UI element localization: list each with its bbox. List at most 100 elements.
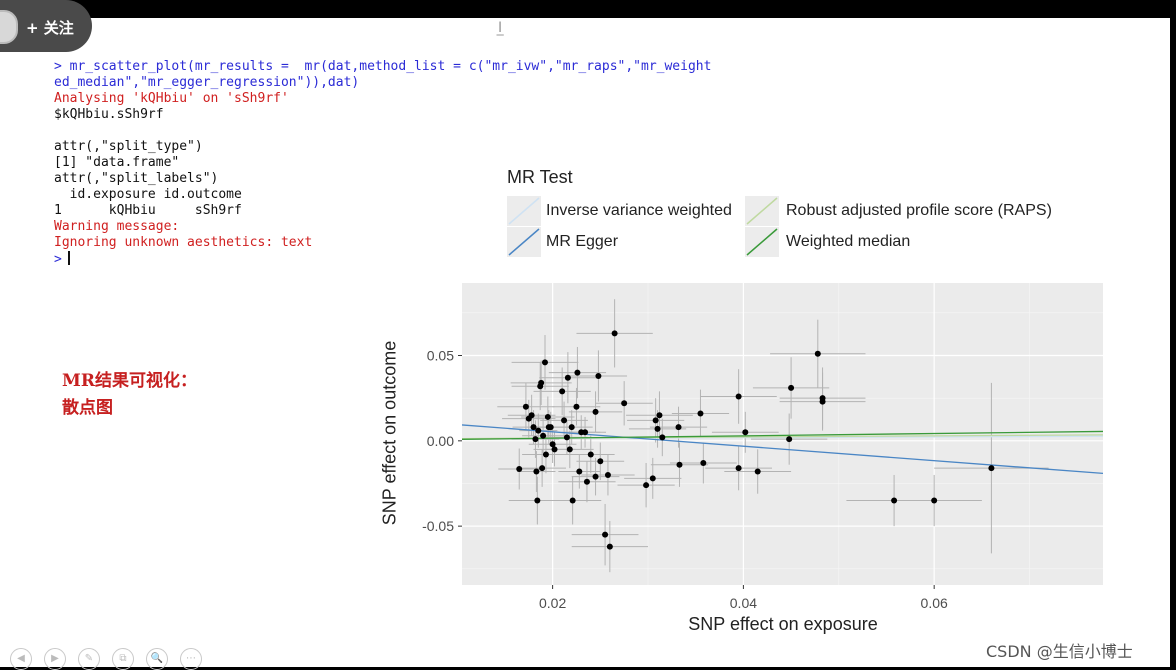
data-point bbox=[542, 451, 549, 458]
x-tick-label: 0.06 bbox=[921, 595, 948, 611]
console-line: attr(,"split_labels") bbox=[54, 171, 219, 186]
data-point bbox=[814, 350, 821, 357]
data-point bbox=[534, 497, 541, 504]
console-line: > bbox=[54, 251, 711, 267]
data-point bbox=[604, 471, 611, 478]
egger-line bbox=[462, 424, 1103, 475]
data-point bbox=[516, 465, 523, 472]
data-point bbox=[532, 436, 539, 443]
data-point bbox=[595, 372, 602, 379]
data-point bbox=[606, 543, 613, 550]
text-cursor-icon: I̲ bbox=[498, 20, 503, 36]
console-line: ed_median","mr_egger_regression")),dat) bbox=[54, 75, 360, 90]
console-line: attr(,"split_type") bbox=[54, 139, 203, 154]
legend-label-egger: MR Egger bbox=[546, 233, 619, 250]
annotation-line-1: MR结果可视化： bbox=[62, 371, 197, 391]
data-point bbox=[561, 417, 568, 424]
legend-key-raps bbox=[745, 196, 779, 226]
scatter-plot: 0.02 0.04 0.06 0.05 0.00 -0.05 bbox=[380, 278, 1120, 648]
console-line: $kQHbiu.sSh9rf bbox=[54, 107, 164, 122]
y-tick-label: 0.05 bbox=[427, 348, 454, 364]
data-point bbox=[566, 446, 573, 453]
data-point bbox=[649, 475, 656, 482]
data-point bbox=[988, 465, 995, 472]
legend-line-raps bbox=[746, 197, 778, 225]
x-tick-label: 0.02 bbox=[539, 595, 566, 611]
data-point bbox=[538, 379, 545, 386]
x-axis-title: SNP effect on exposure bbox=[688, 614, 878, 634]
data-point bbox=[592, 473, 599, 480]
avatar[interactable] bbox=[0, 10, 18, 44]
data-point bbox=[735, 393, 742, 400]
follow-label: + 关注 bbox=[26, 19, 74, 37]
data-point bbox=[735, 465, 742, 472]
data-point bbox=[592, 408, 599, 415]
data-point bbox=[576, 468, 583, 475]
data-point bbox=[528, 412, 535, 419]
data-point bbox=[587, 451, 594, 458]
data-point bbox=[819, 398, 826, 405]
data-point bbox=[533, 468, 540, 475]
legend-key-egger bbox=[507, 227, 541, 257]
console-line: id.exposure id.outcome bbox=[54, 187, 242, 202]
data-point bbox=[583, 478, 590, 485]
legend-line-egger bbox=[508, 228, 540, 256]
legend-label-ivw: Inverse variance weighted bbox=[546, 202, 732, 219]
console-caret[interactable] bbox=[67, 251, 70, 265]
data-point bbox=[742, 429, 749, 436]
data-point bbox=[654, 425, 661, 432]
legend-line-ivw bbox=[508, 197, 540, 225]
y-tick-label: -0.05 bbox=[422, 518, 454, 534]
data-point bbox=[676, 461, 683, 468]
data-point bbox=[656, 412, 663, 419]
plot-panel bbox=[462, 283, 1103, 585]
legend-title: MR Test bbox=[507, 167, 573, 187]
y-axis-title: SNP effect on outcome bbox=[379, 340, 400, 526]
data-point bbox=[611, 330, 618, 337]
data-point bbox=[530, 424, 537, 431]
follow-button[interactable]: + 关注 bbox=[0, 0, 92, 52]
data-point bbox=[621, 400, 628, 407]
console-line: 1 kQHbiu sSh9rf bbox=[54, 203, 242, 218]
data-point bbox=[788, 384, 795, 391]
data-point bbox=[563, 434, 570, 441]
data-point bbox=[754, 468, 761, 475]
data-point bbox=[931, 497, 938, 504]
console-line: Ignoring unknown aesthetics: text bbox=[54, 235, 313, 250]
annotation: MR结果可视化： 散点图 bbox=[62, 368, 197, 422]
data-point bbox=[597, 458, 604, 465]
data-point bbox=[582, 429, 589, 436]
data-point bbox=[602, 531, 609, 538]
legend-key-wm bbox=[745, 227, 779, 257]
legend-key-ivw bbox=[507, 196, 541, 226]
console-line: [1] "data.frame" bbox=[54, 155, 180, 170]
console-line bbox=[54, 123, 711, 139]
console-line: Warning message: bbox=[54, 219, 180, 234]
data-point bbox=[522, 403, 529, 410]
data-point bbox=[643, 482, 650, 489]
data-point bbox=[544, 413, 551, 420]
data-point bbox=[786, 436, 793, 443]
data-point bbox=[549, 441, 556, 448]
y-tick-label: 0.00 bbox=[427, 433, 454, 449]
annotation-line-2: 散点图 bbox=[62, 398, 113, 418]
data-point bbox=[659, 434, 666, 441]
data-point bbox=[535, 427, 542, 434]
data-point bbox=[559, 388, 566, 395]
data-point bbox=[551, 446, 558, 453]
watermark: CSDN @生信小博士 bbox=[986, 642, 1133, 661]
data-point bbox=[539, 465, 546, 472]
data-point bbox=[547, 424, 554, 431]
data-point bbox=[697, 410, 704, 417]
data-point bbox=[891, 497, 898, 504]
data-point bbox=[700, 460, 707, 467]
data-point bbox=[541, 359, 548, 366]
r-console: > mr_scatter_plot(mr_results = mr(dat,me… bbox=[54, 59, 711, 267]
legend-label-wm: Weighted median bbox=[786, 233, 911, 250]
data-point bbox=[574, 369, 581, 376]
data-point bbox=[568, 424, 575, 431]
data-point bbox=[675, 424, 682, 431]
legend-line-wm bbox=[746, 228, 778, 256]
data-point bbox=[573, 403, 580, 410]
data-point bbox=[540, 432, 547, 439]
